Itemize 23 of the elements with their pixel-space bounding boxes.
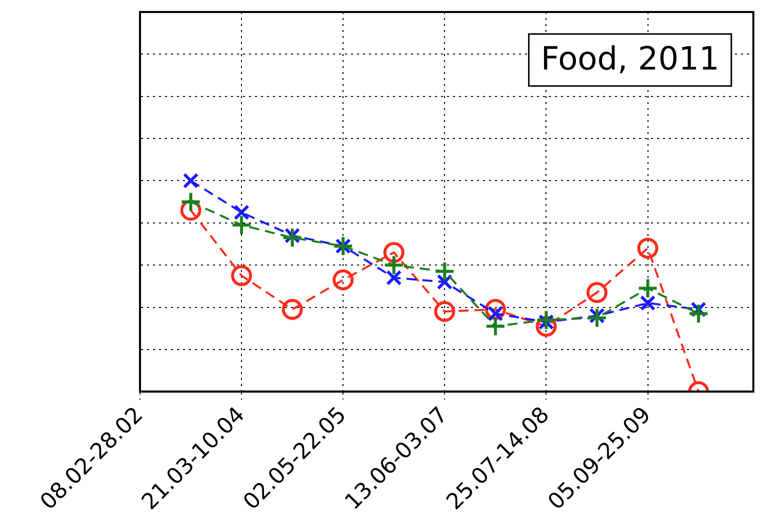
point <box>282 298 303 320</box>
point <box>234 204 250 220</box>
point <box>332 269 354 290</box>
point <box>182 172 199 189</box>
point <box>383 254 404 276</box>
point <box>386 270 402 286</box>
point <box>434 260 456 282</box>
point <box>180 191 202 212</box>
point <box>688 303 710 324</box>
point <box>434 301 456 322</box>
point <box>586 282 608 304</box>
point <box>536 309 557 330</box>
point <box>640 295 656 311</box>
point <box>231 214 252 236</box>
text: Food, 2011 <box>540 39 720 78</box>
point <box>484 316 506 337</box>
point <box>282 227 303 248</box>
point <box>586 307 608 328</box>
point <box>231 265 252 286</box>
point <box>383 242 404 263</box>
point <box>637 278 658 299</box>
point <box>637 238 658 259</box>
point <box>436 274 453 290</box>
